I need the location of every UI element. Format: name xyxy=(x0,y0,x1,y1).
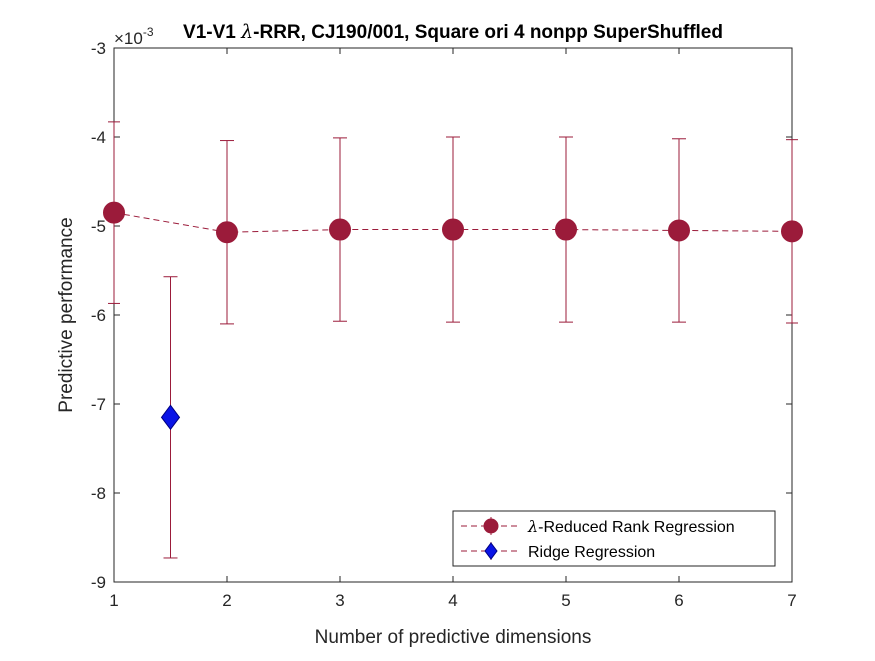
legend-entry-ridge: Ridge Regression xyxy=(461,542,655,561)
y-tick-label: -9 xyxy=(91,573,106,592)
y-tick-label: -5 xyxy=(91,217,106,236)
data-point xyxy=(329,218,351,241)
y-exponent-label: ×10-3 xyxy=(114,25,154,48)
legend: λ-Reduced Rank Regression Ridge Regressi… xyxy=(452,510,776,567)
data-point xyxy=(555,218,577,241)
legend-box xyxy=(452,510,776,567)
series-1 xyxy=(160,276,181,559)
data-point xyxy=(103,201,125,224)
legend-label-rrr: λ-Reduced Rank Regression xyxy=(527,517,735,536)
y-tick-label: -6 xyxy=(91,306,106,325)
x-axis-label: Number of predictive dimensions xyxy=(315,627,592,648)
series-0 xyxy=(103,121,803,325)
y-tick-label: -4 xyxy=(91,128,106,147)
legend-label-ridge: Ridge Regression xyxy=(528,544,655,561)
y-tick-label: -7 xyxy=(91,395,106,414)
series xyxy=(103,121,803,559)
x-tick-label: 4 xyxy=(448,591,457,610)
data-point xyxy=(781,220,803,243)
y-tick-label: -8 xyxy=(91,484,106,503)
y-tick-label: -3 xyxy=(91,39,106,58)
x-tick-label: 2 xyxy=(222,591,231,610)
ticks: 1 2 3 4 5 6 7 -3 -4 -5 -6 -7 -8 -9 xyxy=(91,39,797,610)
x-tick-label: 7 xyxy=(787,591,796,610)
x-tick-label: 6 xyxy=(674,591,683,610)
x-tick-label: 3 xyxy=(335,591,344,610)
data-point xyxy=(160,404,181,431)
x-tick-label: 1 xyxy=(109,591,118,610)
data-point xyxy=(668,219,690,242)
data-point xyxy=(442,218,464,241)
legend-entry-rrr: λ-Reduced Rank Regression xyxy=(461,517,735,536)
x-tick-label: 5 xyxy=(561,591,570,610)
data-point xyxy=(216,221,238,244)
chart-title: V1-V1 λ-RRR, CJ190/001, Square ori 4 non… xyxy=(183,21,723,43)
legend-marker-ridge xyxy=(484,542,498,560)
y-axis-label: Predictive performance xyxy=(56,217,77,412)
legend-marker-rrr xyxy=(483,518,499,534)
